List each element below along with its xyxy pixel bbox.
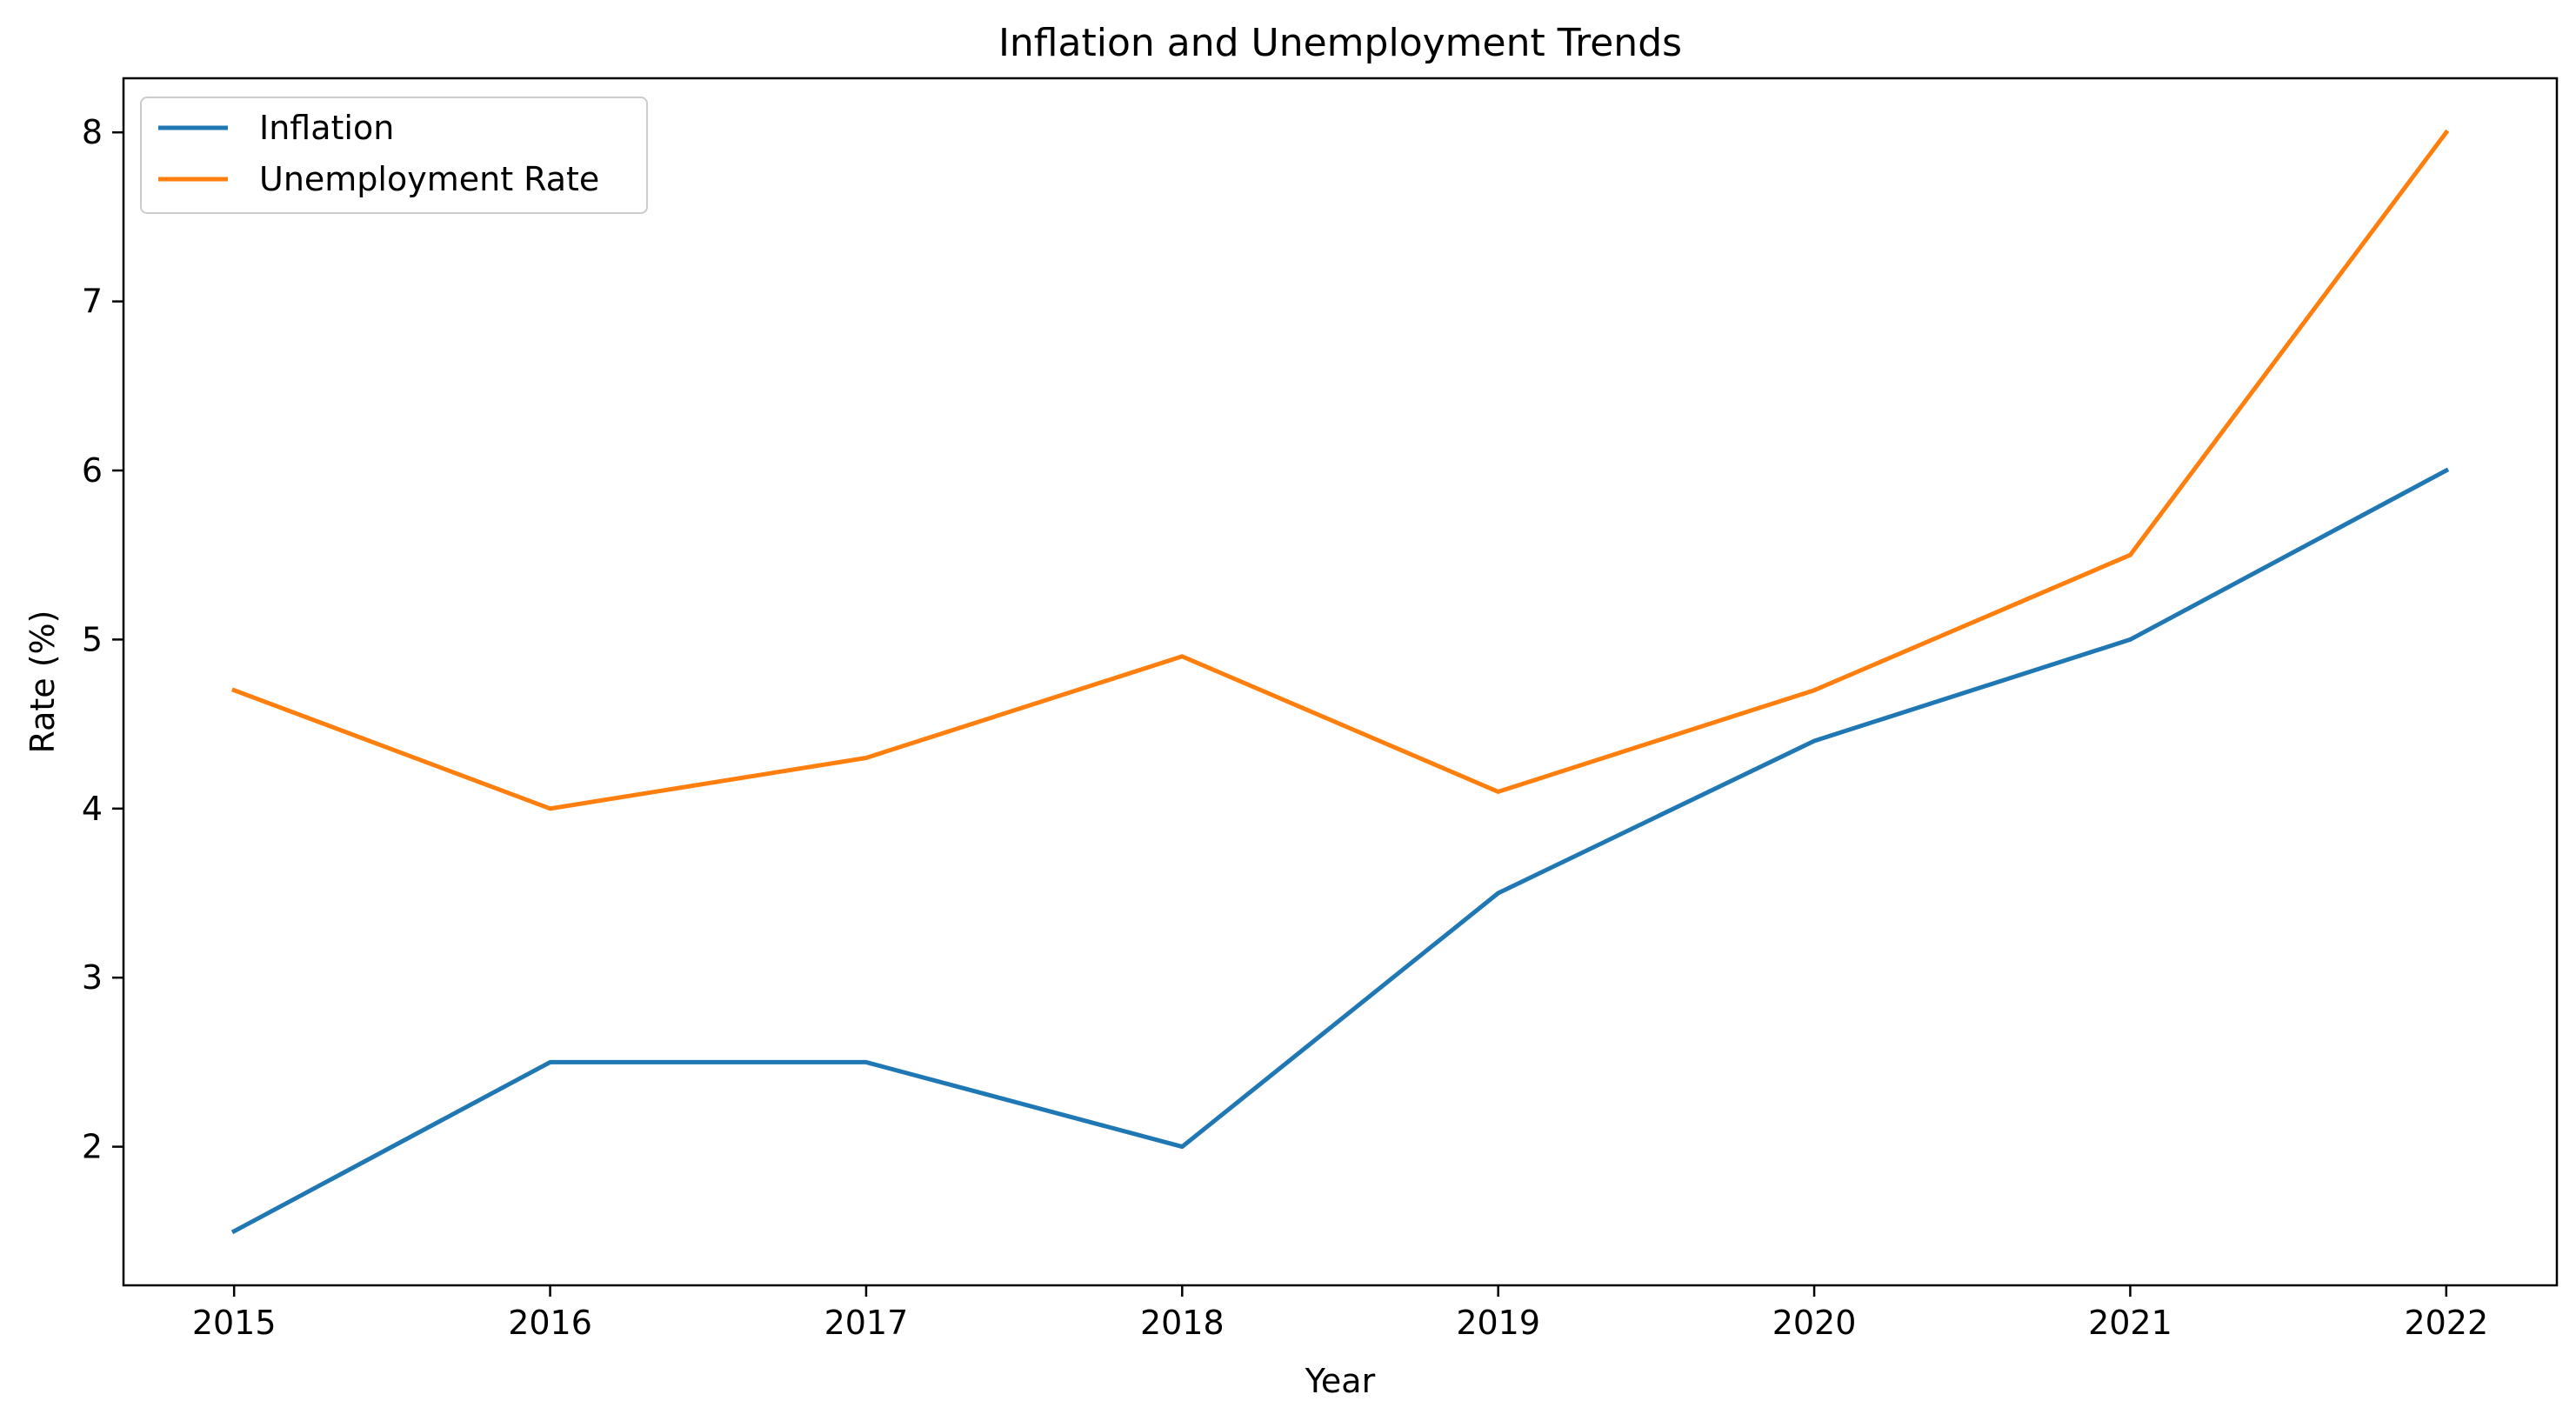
- y-tick-label: 7: [82, 283, 103, 321]
- series-layer: [230, 129, 2450, 1235]
- y-tick-label: 5: [82, 620, 103, 658]
- y-tick-label: 6: [82, 451, 103, 490]
- x-tick-label: 2018: [1140, 1304, 1225, 1342]
- series-line-inflation: [230, 467, 2450, 1235]
- x-tick-label: 2020: [1772, 1304, 1857, 1342]
- x-tick-label: 2017: [824, 1304, 909, 1342]
- x-tick-label: 2021: [2088, 1304, 2172, 1342]
- y-axis: 2 3 4 5 6 7 8: [82, 113, 123, 1166]
- y-tick-label: 2: [82, 1128, 103, 1166]
- x-axis-label: Year: [1305, 1362, 1376, 1400]
- y-tick-label: 4: [82, 790, 103, 828]
- series-line-unemployment-rate: [230, 129, 2450, 811]
- plot-area-frame: [122, 77, 2559, 1287]
- legend-label: Inflation: [259, 109, 394, 147]
- legend-box: [140, 97, 648, 214]
- y-axis-label: Rate (%): [23, 610, 62, 754]
- y-tick-label: 8: [82, 113, 103, 151]
- y-tick-label: 3: [82, 958, 103, 997]
- x-tick-label: 2019: [1456, 1304, 1540, 1342]
- chart-title: Inflation and Unemployment Trends: [998, 21, 1682, 65]
- legend-label: Unemployment Rate: [259, 160, 599, 198]
- x-axis: 2015 2016 2017 2018 2019 2020 2021 2022: [192, 1285, 2488, 1342]
- x-tick-label: 2015: [192, 1304, 277, 1342]
- x-tick-label: 2022: [2404, 1304, 2488, 1342]
- legend: Inflation Unemployment Rate: [140, 97, 648, 214]
- x-tick-label: 2016: [508, 1304, 592, 1342]
